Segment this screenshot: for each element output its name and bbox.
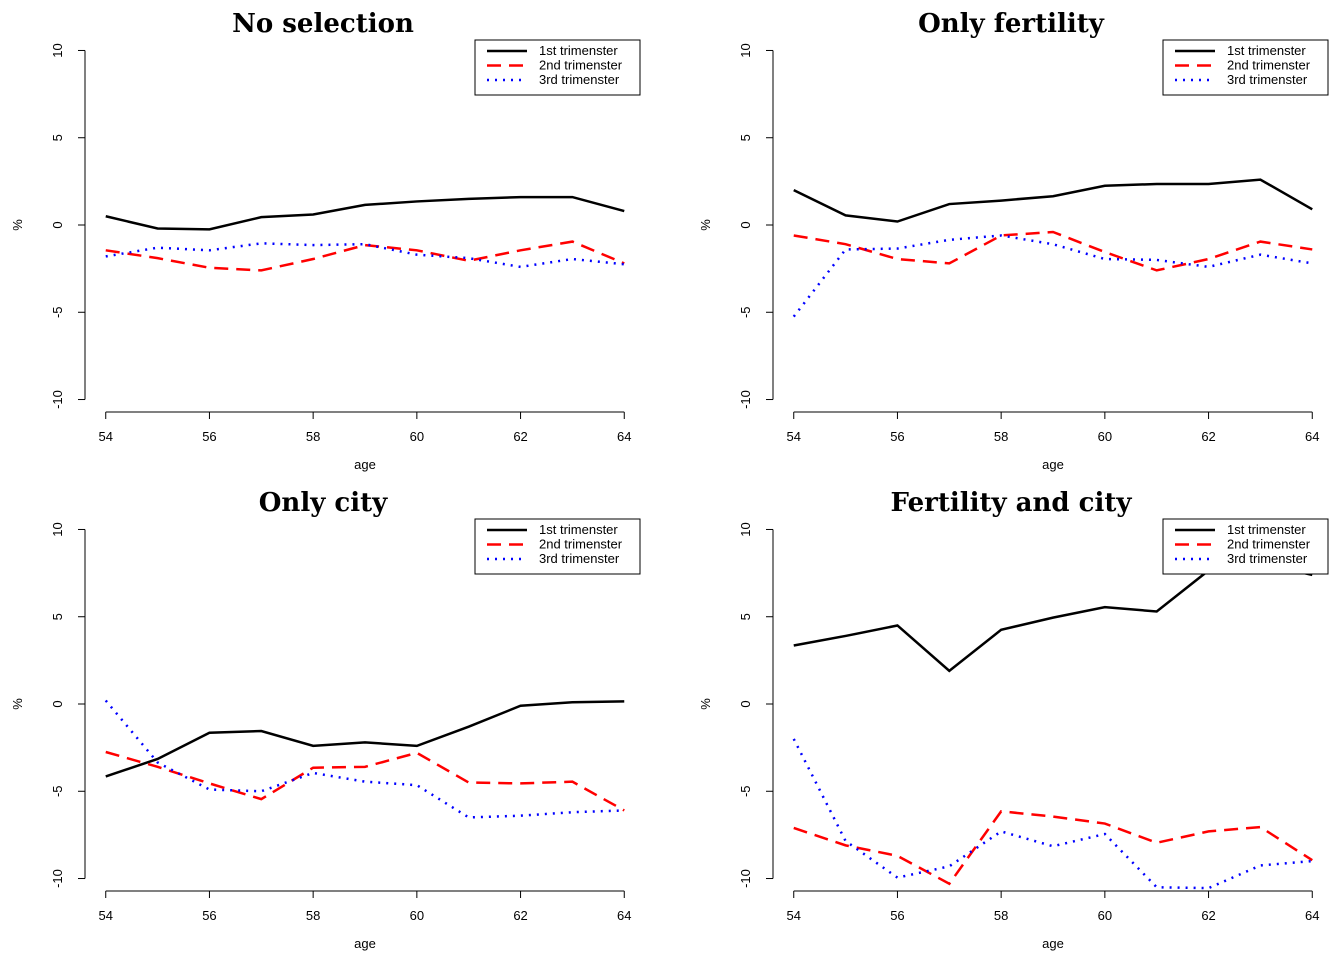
x-tick-label: 58 [306, 429, 320, 444]
chart-title: Only fertility [918, 9, 1105, 39]
x-tick-label: 62 [1201, 908, 1215, 923]
y-tick-label: -5 [50, 785, 65, 797]
panel: Only city -10 -5 0 5 10 54 56 58 60 62 64 age% 1st tr… [10, 488, 641, 951]
y-tick-label: 5 [50, 613, 65, 620]
x-tick-label: 56 [890, 429, 904, 444]
legend-label: 1st trimenster [1227, 522, 1306, 537]
y-axis-label: % [698, 219, 713, 231]
series-line [793, 562, 1313, 673]
legend-label: 3rd trimenster [539, 72, 620, 87]
legend-label: 1st trimenster [1227, 43, 1306, 58]
panel: Fertility and city -10 -5 0 5 10 54 56 58 60 62 64 a… [698, 488, 1329, 951]
x-tick-label: 64 [617, 908, 631, 923]
x-tick-label: 54 [99, 429, 113, 444]
series-line [104, 699, 625, 819]
x-tick-label: 64 [1305, 908, 1319, 923]
y-tick-label: -10 [738, 390, 753, 409]
y-axis-label: % [10, 219, 25, 231]
x-tick-label: 62 [513, 908, 527, 923]
legend-label: 2nd trimenster [539, 537, 623, 552]
legend-label: 2nd trimenster [539, 58, 623, 73]
chart-title: Only city [259, 488, 388, 518]
y-tick-label: -10 [50, 869, 65, 888]
x-tick-label: 60 [410, 429, 424, 444]
y-axis-label: % [10, 698, 25, 710]
series-line [792, 738, 1313, 890]
y-tick-label: -10 [50, 390, 65, 409]
x-tick-label: 54 [787, 908, 801, 923]
x-tick-label: 58 [306, 908, 320, 923]
legend-label: 1st trimenster [539, 522, 618, 537]
y-tick-label: 0 [50, 700, 65, 707]
x-tick-label: 62 [1201, 429, 1215, 444]
series-line [792, 234, 1313, 318]
legend-label: 3rd trimenster [1227, 551, 1308, 566]
legend-box [1162, 518, 1329, 575]
panel: No selection -10 -5 0 5 10 54 56 58 60 62 64 age% 1st… [10, 9, 641, 472]
x-tick-label: 60 [410, 908, 424, 923]
y-tick-label: 10 [50, 43, 65, 57]
y-tick-label: 10 [738, 522, 753, 536]
legend-box [474, 518, 641, 575]
y-axis-label: % [698, 698, 713, 710]
series-line [105, 700, 625, 778]
y-tick-label: 10 [738, 43, 753, 57]
y-tick-label: -5 [50, 306, 65, 318]
legend-box [1162, 39, 1329, 96]
x-tick-label: 56 [202, 908, 216, 923]
y-tick-label: 10 [50, 522, 65, 536]
x-tick-label: 54 [99, 908, 113, 923]
legend-label: 2nd trimenster [1227, 537, 1311, 552]
x-axis-label: age [1042, 936, 1064, 951]
x-tick-label: 64 [1305, 429, 1319, 444]
x-tick-label: 60 [1098, 908, 1112, 923]
series-line [793, 810, 1313, 886]
y-tick-label: -5 [738, 306, 753, 318]
x-axis-label: age [354, 457, 376, 472]
x-tick-label: 54 [787, 429, 801, 444]
series-line [105, 750, 625, 812]
chart-title: Fertility and city [891, 488, 1133, 518]
legend-label: 3rd trimenster [1227, 72, 1308, 87]
panel: Only fertility -10 -5 0 5 10 54 56 58 60 62 64 age% 1… [698, 9, 1329, 472]
y-tick-label: -5 [738, 785, 753, 797]
x-tick-label: 56 [890, 908, 904, 923]
series-line [105, 195, 625, 231]
chart-title: No selection [232, 9, 414, 39]
y-tick-label: 5 [738, 613, 753, 620]
x-tick-label: 58 [994, 429, 1008, 444]
x-tick-label: 62 [513, 429, 527, 444]
x-tick-label: 64 [617, 429, 631, 444]
legend-box [474, 39, 641, 96]
series-line [105, 240, 625, 272]
x-tick-label: 56 [202, 429, 216, 444]
x-tick-label: 60 [1098, 429, 1112, 444]
x-tick-label: 58 [994, 908, 1008, 923]
y-tick-label: 5 [738, 134, 753, 141]
y-tick-label: 0 [738, 221, 753, 228]
series-line [793, 178, 1313, 223]
y-tick-label: 0 [50, 221, 65, 228]
y-tick-label: 5 [50, 134, 65, 141]
series-line [793, 230, 1313, 272]
y-tick-label: 0 [738, 700, 753, 707]
y-tick-label: -10 [738, 869, 753, 888]
x-axis-label: age [354, 936, 376, 951]
legend-label: 3rd trimenster [539, 551, 620, 566]
legend-label: 2nd trimenster [1227, 58, 1311, 73]
x-axis-label: age [1042, 457, 1064, 472]
legend-label: 1st trimenster [539, 43, 618, 58]
